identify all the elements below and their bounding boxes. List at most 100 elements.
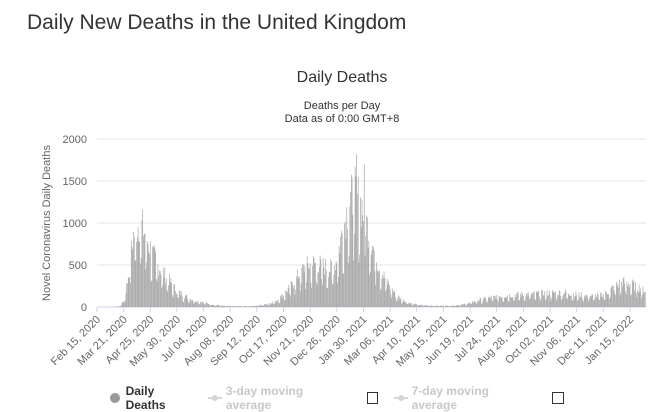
bar[interactable] xyxy=(213,305,214,307)
bar[interactable] xyxy=(296,276,297,307)
bar[interactable] xyxy=(499,296,500,307)
bar[interactable] xyxy=(271,304,272,307)
bar[interactable] xyxy=(231,306,232,307)
bar[interactable] xyxy=(199,304,200,307)
bar[interactable] xyxy=(185,296,186,307)
bar[interactable] xyxy=(608,295,609,307)
bar[interactable] xyxy=(222,306,223,307)
bar[interactable] xyxy=(535,300,536,307)
bar[interactable] xyxy=(484,297,485,307)
bar[interactable] xyxy=(638,292,639,307)
bar[interactable] xyxy=(560,296,561,307)
bar[interactable] xyxy=(597,293,598,307)
bar[interactable] xyxy=(416,305,417,307)
bar[interactable] xyxy=(327,288,328,307)
bar[interactable] xyxy=(144,234,145,307)
bar[interactable] xyxy=(544,291,545,307)
bar[interactable] xyxy=(376,262,377,307)
bar[interactable] xyxy=(515,295,516,307)
bar[interactable] xyxy=(242,306,243,307)
bar[interactable] xyxy=(645,292,646,307)
bar[interactable] xyxy=(637,291,638,307)
bar[interactable] xyxy=(631,295,632,307)
bar[interactable] xyxy=(397,298,398,307)
bar[interactable] xyxy=(257,306,258,307)
bar[interactable] xyxy=(309,268,310,307)
bar[interactable] xyxy=(621,292,622,307)
bar[interactable] xyxy=(235,306,236,307)
bar[interactable] xyxy=(291,281,292,307)
bar[interactable] xyxy=(373,247,374,307)
bar[interactable] xyxy=(503,302,504,307)
bar[interactable] xyxy=(211,305,212,307)
bar[interactable] xyxy=(125,301,126,307)
bar[interactable] xyxy=(262,305,263,307)
bar[interactable] xyxy=(247,307,248,308)
bar[interactable] xyxy=(145,234,146,307)
bar[interactable] xyxy=(292,281,293,307)
bar[interactable] xyxy=(126,293,127,307)
bar[interactable] xyxy=(608,294,609,307)
bar[interactable] xyxy=(410,303,411,307)
bar[interactable] xyxy=(614,293,615,307)
bar[interactable] xyxy=(406,303,407,307)
bar[interactable] xyxy=(344,224,345,307)
bar[interactable] xyxy=(442,306,443,307)
bar[interactable] xyxy=(224,306,225,307)
bar[interactable] xyxy=(455,306,456,307)
bar[interactable] xyxy=(319,267,320,307)
bar[interactable] xyxy=(178,298,179,307)
bar[interactable] xyxy=(574,297,575,307)
bar[interactable] xyxy=(451,306,452,307)
bar[interactable] xyxy=(445,306,446,307)
bar[interactable] xyxy=(507,295,508,307)
bar[interactable] xyxy=(589,302,590,307)
legend-3day-average[interactable]: 3-day moving average xyxy=(208,384,346,412)
bar[interactable] xyxy=(439,306,440,307)
bar[interactable] xyxy=(321,279,322,307)
bar[interactable] xyxy=(256,306,257,307)
bar[interactable] xyxy=(352,177,353,307)
bar[interactable] xyxy=(544,296,545,307)
bar[interactable] xyxy=(557,298,558,307)
bar[interactable] xyxy=(627,281,628,307)
bar[interactable] xyxy=(397,301,398,307)
bar[interactable] xyxy=(135,260,136,307)
bar[interactable] xyxy=(536,291,537,307)
bar[interactable] xyxy=(469,302,470,307)
bar[interactable] xyxy=(445,306,446,307)
bar[interactable] xyxy=(604,299,605,307)
bar[interactable] xyxy=(295,290,296,307)
bar[interactable] xyxy=(387,279,388,307)
bar[interactable] xyxy=(383,278,384,307)
bar[interactable] xyxy=(428,306,429,307)
bar[interactable] xyxy=(315,263,316,307)
bar[interactable] xyxy=(524,300,525,307)
bar[interactable] xyxy=(584,296,585,307)
bar[interactable] xyxy=(628,284,629,307)
bar[interactable] xyxy=(238,306,239,307)
bar[interactable] xyxy=(579,292,580,307)
bar[interactable] xyxy=(267,304,268,307)
bar[interactable] xyxy=(191,301,192,307)
bar[interactable] xyxy=(444,306,445,307)
bar[interactable] xyxy=(560,291,561,307)
bar[interactable] xyxy=(331,262,332,307)
bar[interactable] xyxy=(223,306,224,307)
bar[interactable] xyxy=(434,306,435,307)
bar[interactable] xyxy=(389,285,390,307)
bar[interactable] xyxy=(148,251,149,307)
bar[interactable] xyxy=(243,306,244,307)
bar[interactable] xyxy=(212,305,213,307)
bar[interactable] xyxy=(642,295,643,307)
bar[interactable] xyxy=(151,282,152,307)
bar[interactable] xyxy=(632,280,633,308)
bar[interactable] xyxy=(363,221,364,307)
bar[interactable] xyxy=(290,297,291,307)
bar[interactable] xyxy=(547,296,548,307)
bar[interactable] xyxy=(585,298,586,307)
bar[interactable] xyxy=(345,221,346,307)
bar[interactable] xyxy=(461,306,462,307)
bar[interactable] xyxy=(341,231,342,307)
bar[interactable] xyxy=(447,306,448,307)
